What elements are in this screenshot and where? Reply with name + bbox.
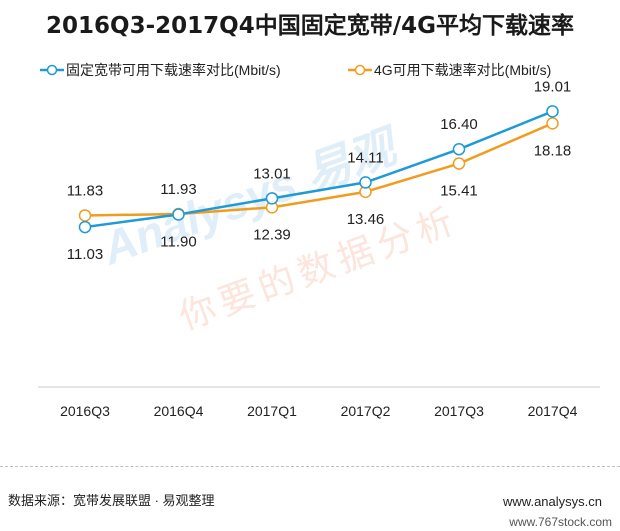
legend-label: 固定宽带可用下载速率对比(Mbit/s) — [66, 62, 281, 78]
data-label: 18.18 — [534, 142, 572, 159]
x-tick-label: 2016Q4 — [154, 403, 204, 419]
x-tick-label: 2017Q1 — [247, 403, 297, 419]
series-line — [84, 110, 553, 229]
x-tick-label: 2016Q3 — [60, 403, 110, 419]
site-url: www.analysys.cn — [503, 494, 602, 509]
data-point — [172, 208, 185, 221]
x-tick-label: 2017Q3 — [434, 403, 484, 419]
data-label: 12.39 — [253, 226, 291, 243]
data-point — [452, 142, 466, 156]
data-point — [546, 105, 559, 118]
data-label: 11.83 — [67, 182, 103, 199]
data-point — [359, 176, 372, 189]
data-point — [546, 117, 559, 130]
data-label: 15.41 — [440, 183, 478, 200]
data-label: 11.90 — [160, 233, 196, 250]
data-label: 11.93 — [160, 181, 196, 198]
x-tick-label: 2017Q2 — [341, 403, 391, 419]
legend-swatch-marker — [354, 64, 366, 76]
data-source: 数据来源：宽带发展联盟 · 易观整理 — [8, 493, 215, 508]
data-point — [452, 157, 466, 170]
data-point — [265, 192, 279, 205]
chart-title: 2016Q3-2017Q4中国固定宽带/4G平均下载速率 — [46, 13, 574, 39]
data-label: 14.11 — [347, 149, 383, 166]
data-label: 19.01 — [534, 78, 572, 95]
legend-swatch-marker — [46, 64, 58, 76]
data-label: 16.40 — [440, 116, 478, 133]
data-point — [78, 220, 92, 234]
corner-watermark: www.767stock.com — [509, 515, 612, 529]
data-label: 11.03 — [67, 246, 103, 263]
legend-label: 4G可用下载速率对比(Mbit/s) — [374, 62, 551, 78]
data-point — [78, 209, 92, 222]
x-tick-label: 2017Q4 — [528, 403, 578, 419]
series-line — [84, 122, 553, 217]
data-label: 13.01 — [253, 165, 291, 182]
data-label: 13.46 — [347, 211, 385, 228]
footer-divider — [0, 466, 620, 467]
